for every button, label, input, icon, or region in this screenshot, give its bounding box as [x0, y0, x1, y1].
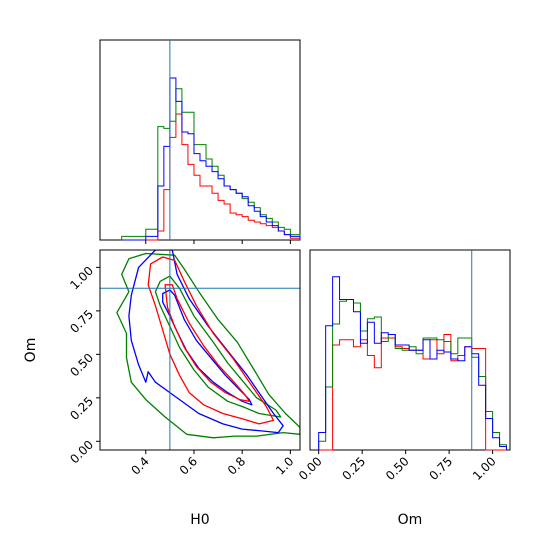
joint-y-tick-label: 0.00 [67, 438, 96, 467]
contour-green-inner [154, 275, 282, 418]
joint-x-tick-label: 0.6 [177, 454, 200, 477]
contour-red-outer [147, 256, 275, 425]
joint-x-tick-label: 0.4 [129, 454, 152, 477]
hist-h0-series-red [121, 113, 301, 241]
hist-om-series-red [318, 334, 507, 451]
joint-y-tick-label: 0.50 [67, 351, 96, 380]
hist-om-x-tick-label: 1.00 [470, 454, 499, 483]
hist-h0-series-green [121, 88, 301, 240]
hist-h0-series-blue [121, 77, 301, 241]
panel-hist-h0 [99, 39, 301, 244]
x-axis-label-om: Om [398, 512, 423, 528]
panel-joint: 0.4 0.6 0.8 1.0 0.00 0.25 0.50 0.75 1.00 [67, 249, 301, 478]
joint-y-tick-label: 0.25 [67, 394, 96, 423]
joint-x-tick-label: 0.8 [225, 454, 248, 477]
joint-frame [99, 249, 301, 451]
joint-x-tick-label: 1.0 [273, 454, 296, 477]
contour-red-inner [164, 284, 251, 402]
y-axis-label-om: Om [23, 338, 39, 363]
contour-green-outer [116, 252, 300, 439]
hist-om-x-tick-label: 0.00 [296, 454, 325, 483]
hist-om-x-tick-label: 0.25 [340, 454, 369, 483]
hist-h0-frame [99, 39, 301, 241]
hist-om-x-tick-label: 0.75 [426, 454, 455, 483]
joint-y-tick-label: 0.75 [67, 307, 96, 336]
joint-y-tick-label: 1.00 [67, 264, 96, 293]
hist-om-series-blue [318, 276, 508, 450]
panel-hist-om: 0.00 0.25 0.50 0.75 1.00 [296, 249, 511, 483]
hist-om-frame [309, 249, 511, 451]
hist-om-x-tick-label: 0.50 [383, 454, 412, 483]
joint-contours [116, 250, 300, 439]
x-axis-label-h0: H0 [190, 512, 209, 528]
contour-blue-outer [128, 250, 284, 434]
